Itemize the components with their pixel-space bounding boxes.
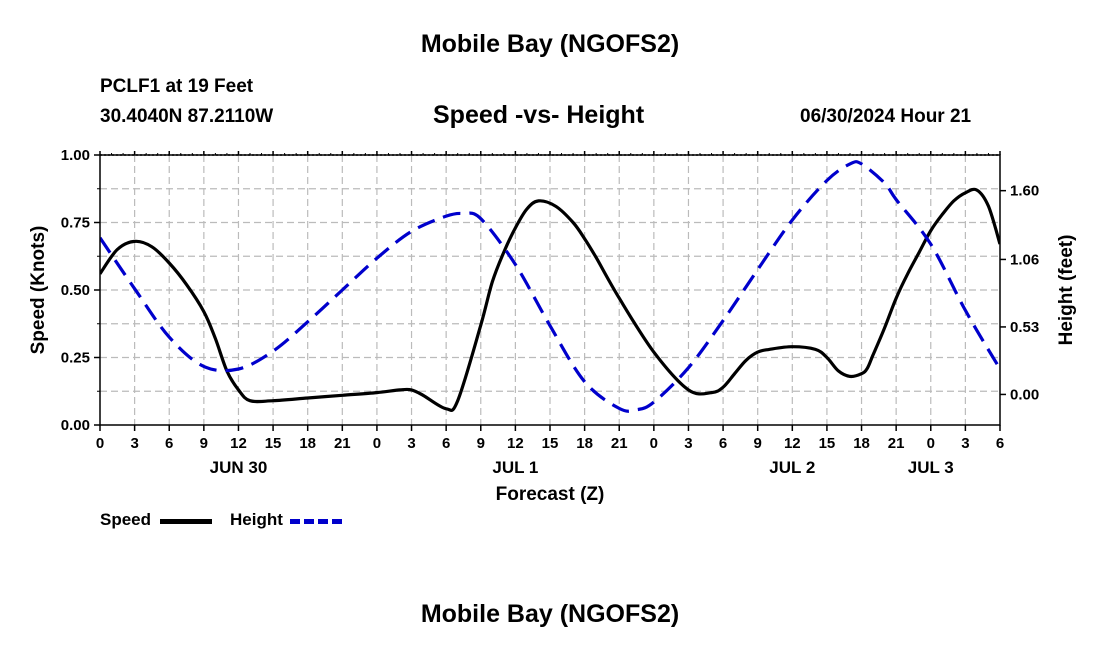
- speed-series-line: [100, 187, 1000, 412]
- y-tick-label: 0.75: [61, 215, 90, 232]
- x-tick-label: 21: [334, 435, 351, 452]
- legend-speed-swatch: [160, 519, 212, 524]
- y2-tick-label: 1.06: [1010, 251, 1039, 268]
- chart-title: Speed -vs- Height: [433, 101, 645, 129]
- chart-datetime: 06/30/2024 Hour 21: [800, 106, 972, 127]
- x-tick-label: 3: [130, 435, 138, 452]
- x-tick-label: 15: [265, 435, 282, 452]
- station-name: PCLF1 at 19 Feet: [100, 76, 254, 97]
- legend-height-label: Height: [230, 510, 283, 529]
- legend-height-swatch: [290, 519, 342, 524]
- x-tick-label: 9: [477, 435, 485, 452]
- x-tick-label: 21: [888, 435, 905, 452]
- x-tick-label: 18: [853, 435, 870, 452]
- y-tick-label: 0.00: [61, 417, 90, 434]
- x-tick-label: 6: [996, 435, 1004, 452]
- x-tick-label: 15: [542, 435, 559, 452]
- y-tick-label: 0.50: [61, 282, 90, 299]
- x-tick-label: 3: [407, 435, 415, 452]
- x-tick-label: 9: [200, 435, 208, 452]
- x-axis-title: Forecast (Z): [496, 484, 605, 505]
- x-tick-label: 3: [684, 435, 692, 452]
- series-lines: [100, 160, 1000, 413]
- height-series-line: [100, 160, 1000, 413]
- x-tick-label: 12: [784, 435, 801, 452]
- x-date-label: JUL 1: [492, 458, 538, 477]
- x-tick-label: 6: [719, 435, 727, 452]
- y-tick-label: 0.25: [61, 350, 90, 367]
- axis-ticks: [94, 151, 1006, 431]
- bottom-title: Mobile Bay (NGOFS2): [420, 600, 680, 628]
- x-tick-label: 0: [373, 435, 381, 452]
- x-tick-label: 6: [165, 435, 173, 452]
- y-tick-label: 1.00: [61, 147, 90, 164]
- x-tick-label: 9: [754, 435, 762, 452]
- x-tick-label: 18: [576, 435, 593, 452]
- x-tick-label: 0: [927, 435, 935, 452]
- y2-tick-label: 0.00: [1010, 386, 1039, 403]
- y2-tick-label: 0.53: [1010, 319, 1039, 336]
- x-date-label: JUL 2: [769, 458, 815, 477]
- x-date-label: JUL 3: [908, 458, 954, 477]
- x-tick-label: 15: [819, 435, 836, 452]
- y2-axis-title: Height (feet): [1056, 235, 1077, 346]
- y-axis-title: Speed (Knots): [28, 226, 49, 355]
- x-date-label: JUN 30: [210, 458, 268, 477]
- main-title: Mobile Bay (NGOFS2): [420, 30, 680, 58]
- x-tick-label: 21: [611, 435, 628, 452]
- y2-tick-label: 1.60: [1010, 183, 1039, 200]
- station-coordinates: 30.4040N 87.2110W: [100, 106, 274, 127]
- x-tick-label: 6: [442, 435, 450, 452]
- x-tick-label: 12: [230, 435, 247, 452]
- axis-labels: Forecast (Z) Speed (Knots) Height (feet)…: [28, 147, 1077, 505]
- x-tick-label: 0: [650, 435, 658, 452]
- x-tick-label: 0: [96, 435, 104, 452]
- x-tick-label: 18: [299, 435, 316, 452]
- legend-speed-label: Speed: [100, 510, 152, 529]
- x-tick-label: 3: [961, 435, 969, 452]
- x-tick-label: 12: [507, 435, 524, 452]
